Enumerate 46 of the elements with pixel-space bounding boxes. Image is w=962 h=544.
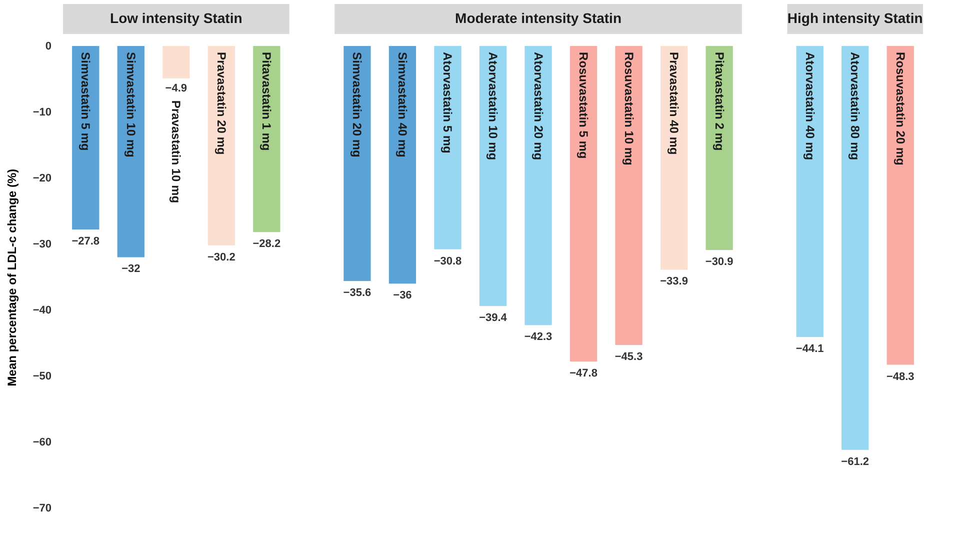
x-tick-label: Atorvastatin 20 mg <box>531 52 546 160</box>
data-label: −36 <box>393 290 412 302</box>
data-label: −33.9 <box>660 276 688 288</box>
text: Moderate intensity Statin <box>455 10 622 26</box>
x-tick-label: Rosuvastatin 20 mg <box>893 52 908 166</box>
x-tick-label: Pitavastatin 2 mg <box>712 52 726 151</box>
y-tick-label: −40 <box>32 304 52 316</box>
data-label: −30.8 <box>434 255 462 268</box>
x-tick-label: Rosuvastatin 10 mg <box>622 52 636 166</box>
y-tick-label: −70 <box>32 502 52 514</box>
y-axis-title: Mean percentage of LDL-c change (%) <box>4 168 19 386</box>
text: Low intensity Statin <box>110 10 242 26</box>
x-tick-label: Atorvastatin 10 mg <box>486 52 500 160</box>
data-label: −48.3 <box>886 370 914 383</box>
y-tick-label: −50 <box>32 370 52 382</box>
y-tick-label: 0 <box>45 40 52 52</box>
x-tick-label: Atorvastatin 40 mg <box>802 52 817 160</box>
y-tick-label: −10 <box>32 106 52 118</box>
data-label: −30.2 <box>208 251 236 264</box>
x-tick-label: Pitavastatin 1 mg <box>260 52 274 151</box>
text: High intensity Statin <box>787 10 923 26</box>
data-label: −61.2 <box>841 456 870 468</box>
data-label: −28.2 <box>252 238 281 250</box>
data-label: −44.1 <box>796 343 824 356</box>
data-label: −32 <box>122 263 140 276</box>
data-label: −39.4 <box>479 312 508 324</box>
y-tick-label: −20 <box>32 172 52 184</box>
data-label: −4.9 <box>165 82 188 94</box>
x-tick-label: Simvastatin 10 mg <box>124 52 138 158</box>
data-label: −47.8 <box>570 367 598 380</box>
data-label: −30.9 <box>705 256 734 268</box>
x-tick-label: Atorvastatin 5 mg <box>440 52 455 154</box>
x-tick-label: Rosuvastatin 5 mg <box>576 52 591 159</box>
x-tick-label: Simvastatin 40 mg <box>395 52 410 158</box>
x-tick-label: Simvastatin 20 mg <box>350 52 364 158</box>
data-label: −45.3 <box>614 350 643 363</box>
y-tick-label: −30 <box>32 238 52 250</box>
x-tick-label: Pravastatin 10 mg <box>169 100 184 204</box>
x-tick-label: Pravastatin 20 mg <box>214 52 228 155</box>
y-tick-label: −60 <box>32 436 52 448</box>
x-tick-label: Atorvastatin 80 mg <box>848 52 862 160</box>
x-tick-label: Simvastatin 5 mg <box>78 52 93 151</box>
data-label: −42.3 <box>524 331 552 344</box>
data-label: −35.6 <box>343 286 372 299</box>
x-tick-label: Pravastatin 40 mg <box>667 52 682 155</box>
data-label: −27.8 <box>72 235 100 248</box>
